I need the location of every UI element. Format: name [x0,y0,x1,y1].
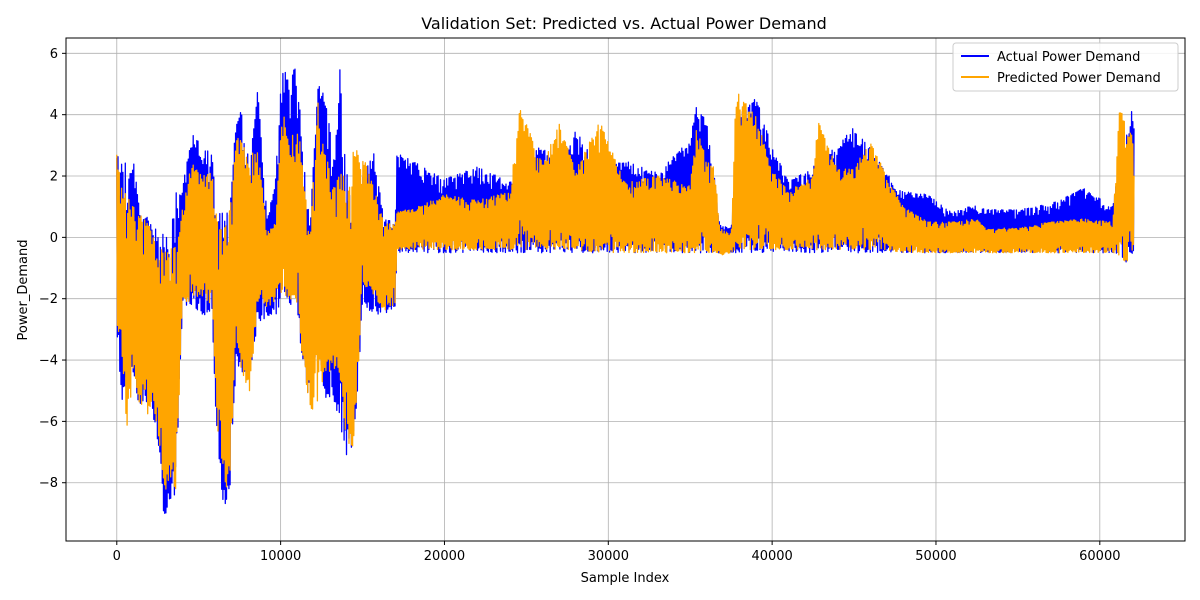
chart-title: Validation Set: Predicted vs. Actual Pow… [421,14,827,33]
y-tick-label: 4 [50,108,58,123]
y-tick-label: −2 [39,292,58,307]
series-layer [116,68,1135,514]
x-tick-label: 50000 [915,549,956,564]
x-tick-label: 40000 [751,549,792,564]
y-tick-label: 6 [50,47,58,62]
x-tick-label: 20000 [424,549,465,564]
legend: Actual Power Demand Predicted Power Dema… [952,42,1179,92]
legend-box [952,42,1179,92]
series-line-1 [116,93,1135,490]
x-tick-label: 60000 [1079,549,1120,564]
x-tick-label: 10000 [260,549,301,564]
grid [66,38,1185,541]
legend-label-predicted: Predicted Power Demand [997,71,1161,86]
x-axis-label: Sample Index [581,571,670,586]
y-tick-label: −8 [39,476,58,491]
y-tick-label: −6 [39,415,58,430]
y-tick-label: −4 [39,354,58,369]
y-axis: −8 −6 −4 −2 0 2 4 6 [39,47,66,491]
x-tick-label: 0 [113,549,121,564]
x-tick-label: 30000 [588,549,629,564]
y-axis-label: Power_Demand [16,240,31,341]
x-axis: 0 10000 20000 30000 40000 50000 60000 [113,541,1120,564]
y-tick-label: 2 [50,170,58,185]
plot-frame [65,37,1186,542]
y-tick-label: 0 [50,231,58,246]
legend-label-actual: Actual Power Demand [997,50,1140,65]
